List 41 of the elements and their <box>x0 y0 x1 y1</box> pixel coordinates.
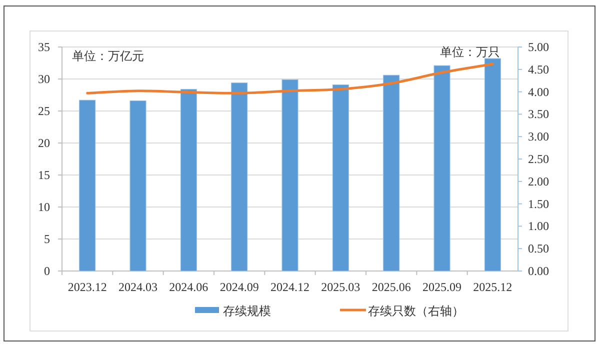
y-axis-title: 单位：万亿元 <box>72 49 144 63</box>
x-tick-label: 2023.12 <box>68 280 107 294</box>
x-tick-label: 2024.03 <box>118 280 158 294</box>
bar <box>383 74 400 272</box>
y2-tick-label: 3.50 <box>528 107 549 122</box>
y-tick-label: 10 <box>38 200 50 214</box>
y2-tick-label: 1.50 <box>528 196 549 211</box>
y2-tick-label: 5.00 <box>528 40 549 54</box>
x-tick-label: 2024.12 <box>270 280 310 294</box>
x-tick-label: 2025.12 <box>473 280 512 294</box>
y-tick-label: 30 <box>38 72 50 86</box>
y-tick-label: 15 <box>38 168 50 182</box>
y-tick-label: 35 <box>38 40 50 54</box>
x-tick-label: 2025.03 <box>321 280 360 294</box>
y-tick-label: 5 <box>44 232 50 246</box>
bar <box>434 65 450 272</box>
y2-tick-label: 4.50 <box>528 62 549 76</box>
bar <box>332 84 349 272</box>
x-tick-label: 2024.06 <box>169 280 208 294</box>
x-tick-label: 2025.09 <box>422 280 462 294</box>
bar <box>130 100 146 272</box>
y2-axis-title: 单位：万只 <box>440 45 500 59</box>
x-tick-label: 2024.09 <box>220 280 259 294</box>
y2-tick-label: 2.00 <box>528 174 549 188</box>
y2-tick-label: 0.00 <box>528 264 549 278</box>
y2-tick-label: 4.00 <box>528 84 549 99</box>
y2-tick-label: 1.00 <box>528 219 549 234</box>
y2-tick-label: 2.50 <box>528 152 549 166</box>
x-tick-label: 2025.06 <box>372 280 411 294</box>
y2-tick-label: 0.50 <box>528 242 549 256</box>
y-tick-label: 0 <box>44 264 50 278</box>
y-tick-label: 20 <box>38 136 50 150</box>
y2-tick-label: 3.00 <box>528 130 549 144</box>
y-tick-label: 25 <box>38 104 50 118</box>
bar <box>484 58 501 272</box>
bar <box>282 79 298 272</box>
legend-label: 存续只数（右轴） <box>368 304 464 318</box>
bar <box>231 82 248 272</box>
bar <box>79 100 96 272</box>
legend-label: 存续规模 <box>223 304 271 318</box>
bar <box>180 88 197 272</box>
